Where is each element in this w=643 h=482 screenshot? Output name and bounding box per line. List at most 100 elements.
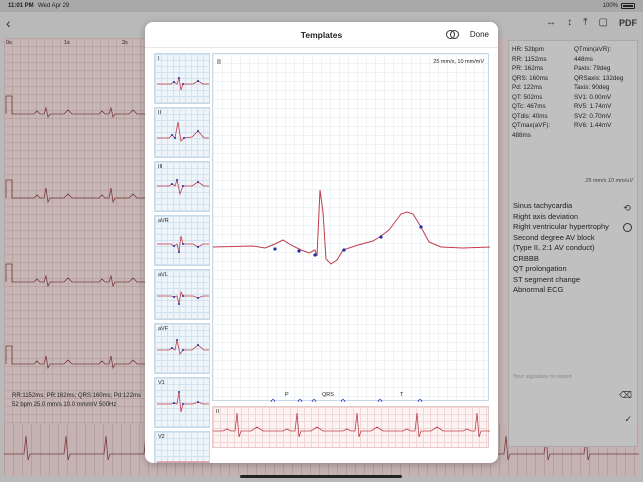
measurement-scale: 25 mm/s 10 mm/uV	[585, 177, 633, 184]
checkmark-icon[interactable]: ✓	[624, 414, 632, 424]
lead-waveform	[157, 339, 209, 355]
measurement: 488ms	[512, 131, 531, 139]
vertical-measure-icon[interactable]: ↕	[567, 17, 573, 28]
lead-label: III	[158, 164, 163, 170]
measurement: Paxis: 79deg	[574, 65, 611, 72]
lead-label: V1	[158, 380, 165, 386]
measurement: QTdis: 40ms	[512, 112, 548, 120]
lead-label: V2	[158, 434, 165, 440]
measurement: QT: 502ms	[512, 93, 543, 101]
lead-waveform	[157, 461, 209, 463]
lead-thumbnail[interactable]: V2	[154, 431, 210, 463]
measurement: PR: 162ms	[512, 65, 544, 72]
measurement: 448ms	[574, 55, 593, 63]
diagnosis-item: Right axis deviation	[513, 211, 579, 221]
lead-label: aVR	[158, 218, 169, 224]
lead-thumbnail[interactable]: III	[154, 161, 210, 212]
ecg-summary: RR:1152ms; PR:162ms; QRS:160ms; Pd:122ms…	[12, 392, 141, 410]
modal-title: Templates	[300, 30, 343, 40]
measurement: QRSaxis: 132deg	[574, 74, 624, 82]
lead-thumbnail[interactable]: II	[154, 107, 210, 158]
nav-bar: ‹ ↔ ↕ ⤒ ▢ PDF	[0, 12, 643, 36]
ecg-summary-line: 52 bpm 25.0 mm/s 10.0 mm/mV 500Hz	[12, 402, 117, 408]
status-right: 100%	[603, 3, 635, 9]
lead-thumbnail[interactable]: aVF	[154, 323, 210, 374]
t-wave-marker[interactable]: T	[400, 392, 404, 398]
lead-label: aVL	[158, 272, 168, 278]
overlay-rings-icon[interactable]	[446, 30, 460, 40]
twelve-lead-grid-edge	[497, 38, 507, 430]
measurement: SV1: 0.00mV	[574, 93, 612, 101]
lead-thumbnail[interactable]: aVR	[154, 215, 210, 266]
lead-label: I	[158, 56, 160, 62]
ecg-summary-line: RR:1152ms; PR:162ms; QRS:160ms; Pd:122ms	[12, 393, 141, 399]
lead-waveform	[157, 235, 209, 253]
report-side-panel: HR: 52bpm RR: 1152ms PR: 162ms QRS: 160m…	[508, 40, 638, 447]
measurement: SV2: 0.70mV	[574, 112, 612, 120]
lead-waveform	[157, 77, 209, 91]
modal-header: Templates Done	[145, 22, 498, 48]
toolbar: ↔ ↕ ⤒ ▢ PDF	[546, 17, 637, 28]
diagnosis-item: CRBBB	[513, 253, 539, 263]
measurement: RV5: 1.74mV	[574, 103, 612, 110]
measurement: Taxis: 90deg	[574, 84, 610, 91]
diagnosis-item: Abnormal ECG	[513, 285, 564, 294]
diagnosis-item: ST segment change	[513, 274, 580, 284]
lead-label: II	[158, 110, 162, 116]
lead-waveform	[157, 391, 209, 413]
battery-icon	[621, 3, 635, 9]
measurements-right: QTmin(aVR): 448ms Paxis: 79deg QRSaxis: …	[574, 45, 634, 140]
time-mark: 0s	[6, 40, 12, 46]
diagnosis-item: (Type II, 2:1 AV conduct)	[513, 243, 595, 252]
lead-thumbnail-list: I II III aVR aVL aVF V1 V2	[154, 53, 210, 463]
battery-percent: 100%	[602, 3, 618, 9]
measurement: Pd: 122ms	[512, 84, 543, 91]
measurement: QTmin(aVR):	[574, 46, 612, 53]
export-icon[interactable]: ⤒	[583, 17, 588, 28]
diagnosis-item: Sinus tachycardia	[513, 201, 573, 210]
lead-thumbnail[interactable]: V1	[154, 377, 210, 428]
measurements-panel: HR: 52bpm RR: 1152ms PR: 162ms QRS: 160m…	[509, 41, 637, 189]
main-lead-label: II	[217, 59, 221, 66]
back-chevron-icon[interactable]: ‹	[6, 15, 11, 31]
status-bar: 11:01 PM Wed Apr 29 100%	[0, 0, 643, 12]
lead-label: aVF	[158, 326, 169, 332]
diagnosis-item: Right ventricular hypertrophy	[513, 222, 609, 231]
time-mark: 1s	[64, 40, 70, 46]
diagnosis-item: QT prolongation	[513, 264, 567, 273]
select-circle-icon[interactable]	[623, 223, 632, 232]
template-waveform	[213, 189, 490, 402]
signature-area[interactable]: Your signature on report ⌫ ✓	[509, 370, 637, 446]
time-mark: 2s	[122, 40, 128, 46]
lead-waveform	[157, 121, 209, 142]
measurement: HR: 52bpm	[512, 46, 544, 53]
twelve-lead-grid: 0s 1s 2s	[4, 38, 145, 430]
rhythm-waveform	[213, 412, 490, 438]
crop-icon[interactable]: ▢	[598, 17, 608, 28]
measurement: QTc: 467ms	[512, 103, 546, 110]
p-wave-marker[interactable]: P	[285, 392, 289, 398]
sync-icon[interactable]: ⟲	[623, 203, 631, 213]
plot-scale: 25 mm/s, 10 mm/mV	[433, 59, 484, 65]
diagnosis-item: Second degree AV block	[513, 232, 595, 242]
background-ecg-traces	[5, 95, 145, 370]
template-waveform-plot[interactable]: II 25 mm/s, 10 mm/mV P QRS T	[212, 53, 490, 402]
signature-placeholder: Your signature on report	[513, 374, 572, 380]
done-button[interactable]: Done	[469, 30, 489, 39]
horizontal-measure-icon[interactable]: ↔	[546, 17, 557, 28]
status-time: 11:01 PM	[8, 3, 34, 9]
diagnosis-panel[interactable]: ⟲ Sinus tachycardia Right axis deviation…	[509, 197, 637, 362]
home-indicator[interactable]	[240, 475, 402, 478]
lead-thumbnail[interactable]: aVL	[154, 269, 210, 320]
measurement: QTmax(aVF):	[512, 122, 551, 129]
lead-thumbnail[interactable]: I	[154, 53, 210, 104]
lead-waveform	[157, 290, 209, 305]
templates-modal: Templates Done I II III aVR aVL aVF	[145, 22, 498, 463]
eraser-icon[interactable]: ⌫	[619, 390, 632, 400]
rhythm-lead-label: II	[216, 409, 220, 415]
measurement: RR: 1152ms	[512, 55, 547, 63]
pdf-button[interactable]: PDF	[619, 17, 637, 28]
measurement: RV6: 1.44mV	[574, 122, 612, 129]
qrs-marker[interactable]: QRS	[322, 392, 334, 398]
rhythm-strip[interactable]: II	[212, 406, 490, 448]
